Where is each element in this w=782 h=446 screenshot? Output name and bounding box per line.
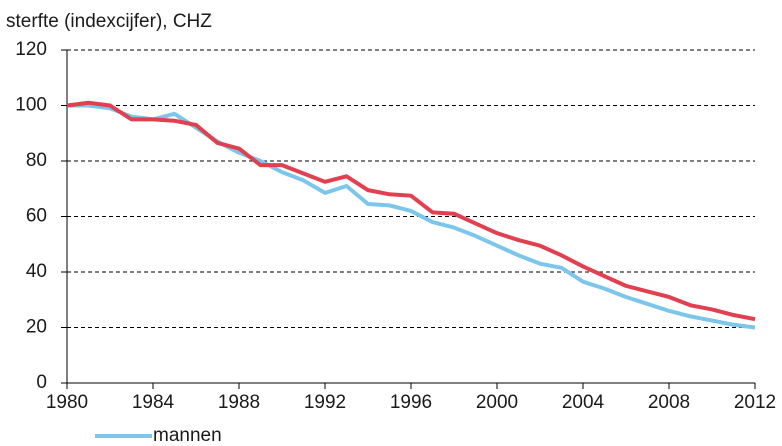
y-tick-label: 60 — [26, 206, 47, 227]
y-tick-label: 120 — [15, 39, 47, 60]
series-line — [66, 100, 756, 322]
y-tick-label: 80 — [26, 150, 47, 171]
y-tick-label: 20 — [26, 317, 47, 338]
x-tick-label: 2012 — [734, 392, 776, 413]
x-tick-label: 1980 — [46, 392, 88, 413]
chart-title: sterfte (indexcijfer), CHZ — [6, 11, 212, 32]
x-tick-label: 1996 — [390, 392, 432, 413]
x-tick-label: 1988 — [218, 392, 260, 413]
x-tick-label: 1992 — [304, 392, 346, 413]
series-line — [67, 103, 756, 330]
y-tick-label: 40 — [26, 261, 47, 282]
x-tick-label: 2008 — [648, 392, 690, 413]
x-tick-label: 1984 — [132, 392, 175, 413]
x-tick-label: 2000 — [476, 392, 518, 413]
x-tick-label: 2004 — [562, 392, 605, 413]
legend-label: mannen — [153, 425, 222, 446]
y-tick-label: 0 — [36, 372, 47, 393]
y-tick-label: 100 — [15, 95, 47, 116]
